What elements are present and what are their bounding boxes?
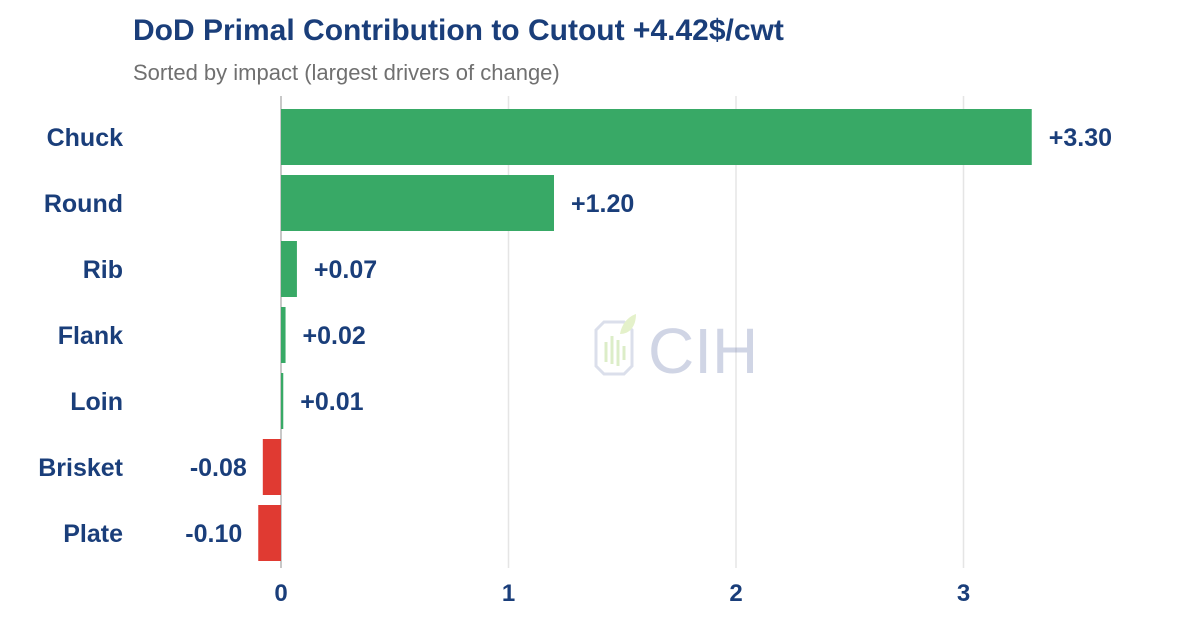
value-label-flank: +0.02: [303, 322, 366, 350]
bar-loin: [281, 373, 284, 429]
x-tick-label: 2: [729, 580, 742, 607]
value-label-rib: +0.07: [314, 256, 377, 284]
x-tick-label: 3: [957, 580, 970, 607]
chart-title: DoD Primal Contribution to Cutout +4.42$…: [133, 14, 784, 47]
bar-plate: [258, 505, 281, 561]
bar-flank: [281, 307, 286, 363]
category-label-chuck: Chuck: [47, 124, 124, 152]
labels: 0 1 2 3 Chuck +3.30 Round +1.20 Rib +0.07 Flank +0.…: [38, 124, 1112, 607]
bar-rib: [281, 241, 297, 297]
bar-brisket: [262, 439, 281, 495]
bar-round: [281, 175, 554, 231]
category-label-rib: Rib: [83, 256, 123, 284]
cih-watermark: CIH: [594, 314, 758, 387]
value-label-chuck: +3.30: [1049, 124, 1112, 152]
leaf-logo-icon: [594, 314, 636, 376]
category-label-loin: Loin: [70, 388, 123, 416]
value-label-plate: -0.10: [185, 520, 242, 548]
category-label-round: Round: [44, 190, 123, 218]
category-label-brisket: Brisket: [38, 454, 123, 482]
watermark-text: CIH: [648, 315, 758, 387]
x-tick-label: 0: [274, 580, 287, 607]
bar-chuck: [281, 109, 1032, 165]
bars: [258, 109, 1032, 561]
chart-subtitle: Sorted by impact (largest drivers of cha…: [133, 60, 560, 85]
category-label-plate: Plate: [63, 520, 123, 548]
x-tick-label: 1: [502, 580, 515, 607]
value-label-loin: +0.01: [300, 388, 363, 416]
value-label-round: +1.20: [571, 190, 634, 218]
value-label-brisket: -0.08: [190, 454, 247, 482]
category-label-flank: Flank: [58, 322, 123, 350]
